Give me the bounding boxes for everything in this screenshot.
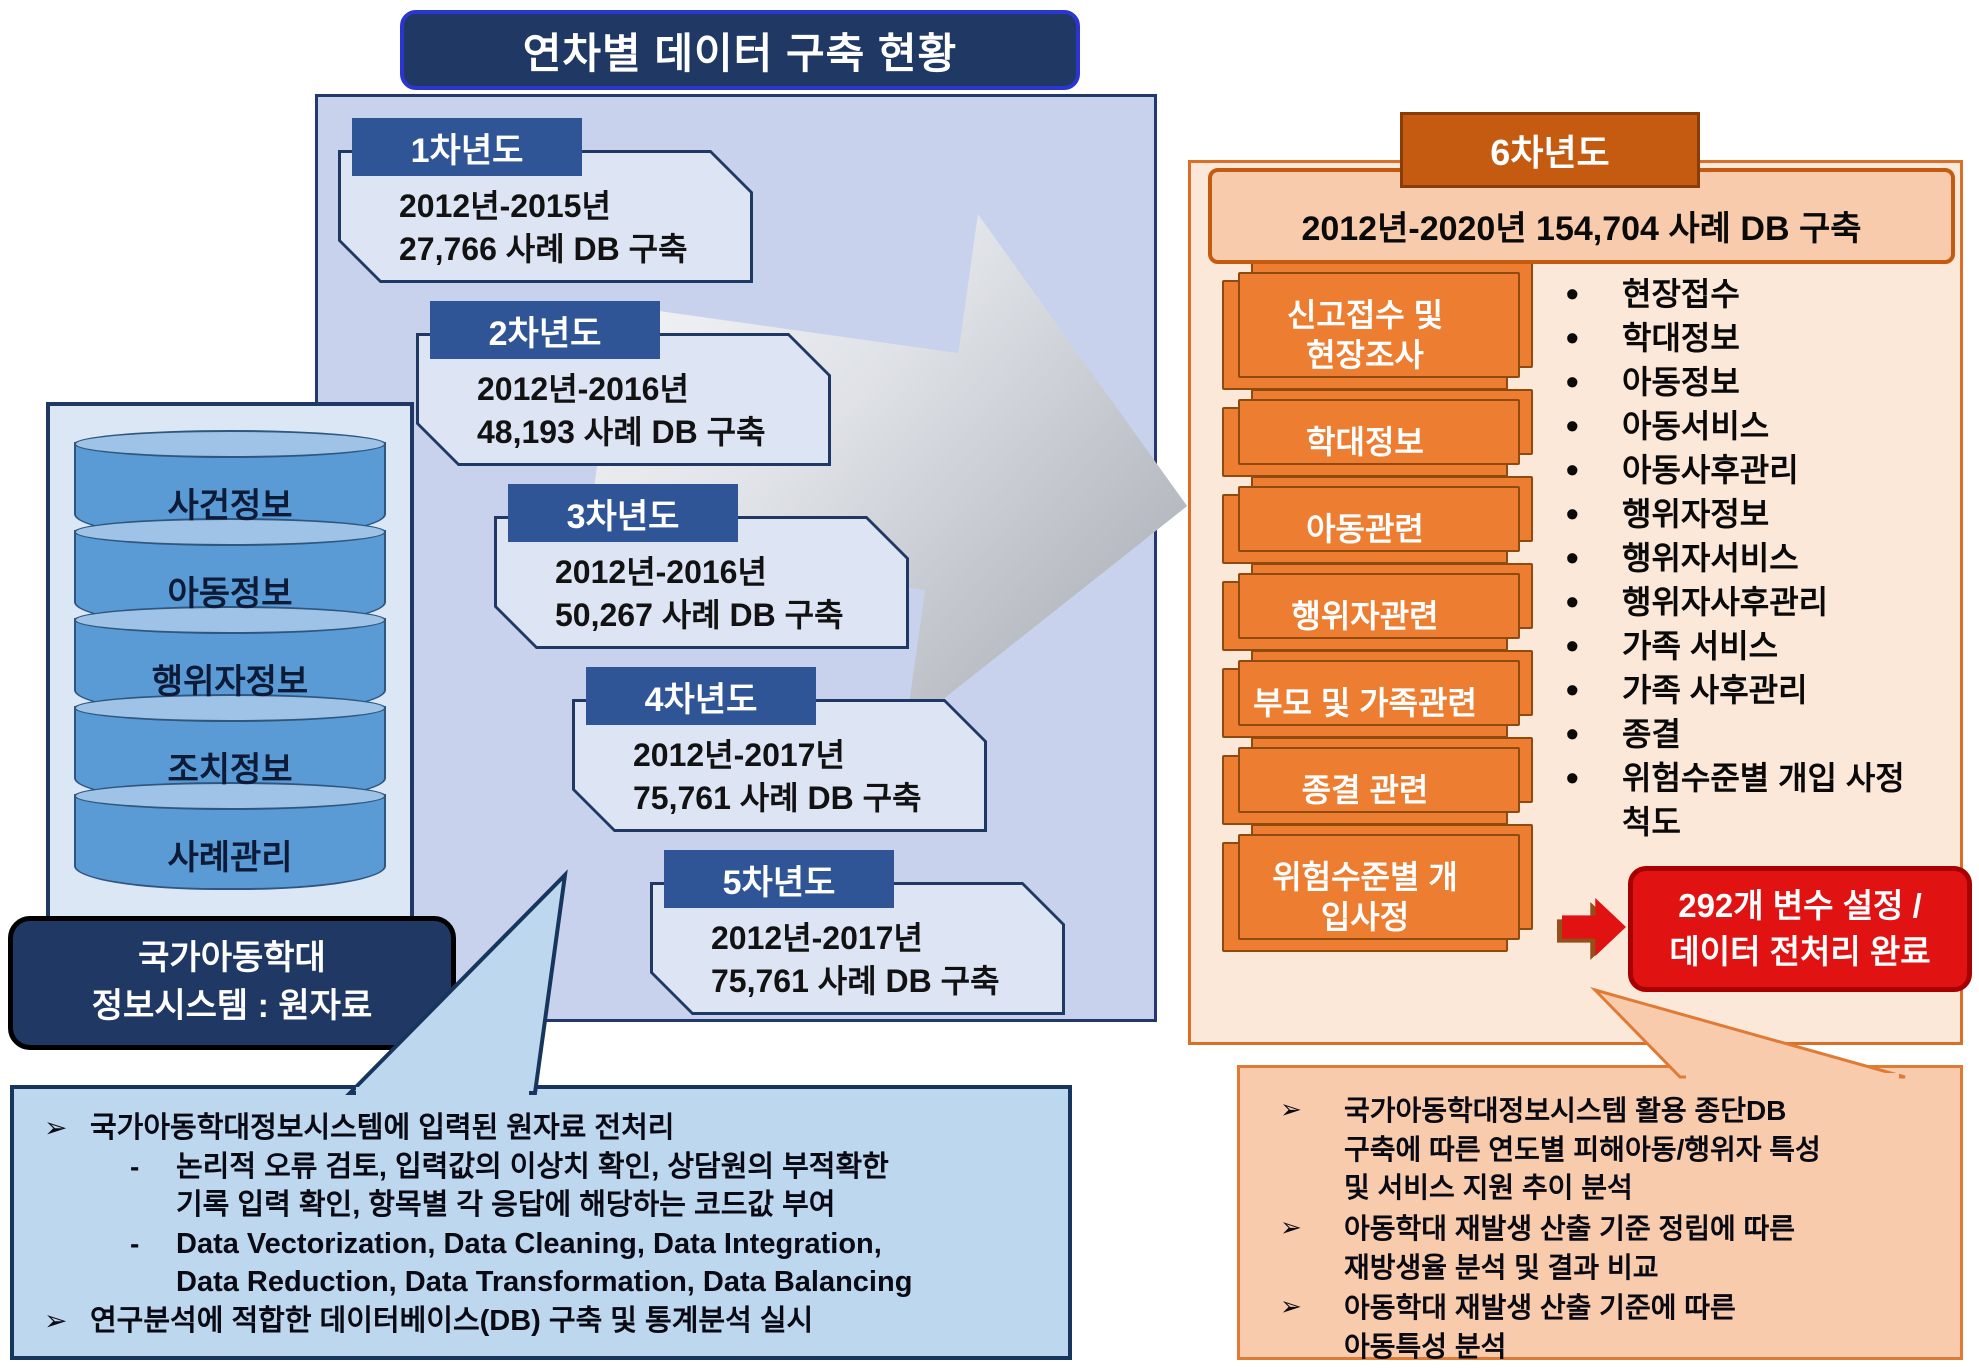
database-cylinder-label: 아동정보 bbox=[167, 575, 293, 613]
database-cylinder-top bbox=[74, 606, 386, 634]
year-label: 3차년도 bbox=[508, 484, 738, 542]
bullet-marker: ➢ bbox=[1280, 1211, 1302, 1242]
database-cylinder-icon: 사례관리 bbox=[74, 782, 386, 890]
note-line: ➢ 국가아동학대정보시스템 활용 종단DB 구축에 따른 연도별 피해아동/행위… bbox=[1280, 1092, 1946, 1208]
year-result: 75,761 사례 DB 구축 bbox=[633, 780, 922, 817]
year-period: 2012년-2016년 bbox=[477, 371, 689, 407]
note-text: Data Vectorization, Data Cleaning, Data … bbox=[176, 1227, 913, 1299]
analysis-note: ➢ 국가아동학대정보시스템 활용 종단DB 구축에 따른 연도별 피해아동/행위… bbox=[1237, 1065, 1963, 1362]
database-cylinder-icon: 사건정보 bbox=[74, 430, 386, 538]
year-box: 2차년도 2012년-2016년 48,193 사례 DB 구축 bbox=[416, 301, 836, 469]
note-line: ➢ 국가아동학대정보시스템에 입력된 원자료 전처리 bbox=[44, 1109, 1050, 1148]
field-list-item: 아동서비스 bbox=[1562, 404, 1914, 448]
database-cylinder-top bbox=[74, 430, 386, 458]
year-box: 3차년도 2012년-2016년 50,267 사례 DB 구축 bbox=[494, 484, 914, 652]
source-system-callout: 국가아동학대 정보시스템 : 원자료 bbox=[8, 916, 456, 1050]
year-period: 2012년-2017년 bbox=[711, 920, 923, 956]
bullet-marker: - bbox=[130, 1227, 140, 1259]
database-cylinder-icon: 아동정보 bbox=[74, 518, 386, 626]
red-arrow-icon bbox=[1562, 898, 1626, 956]
source-system-caption: 국가아동학대 정보시스템 : 원자료 bbox=[91, 939, 373, 1025]
field-list-item: 행위자서비스 bbox=[1562, 536, 1914, 580]
year6-label: 6차년도 bbox=[1400, 112, 1700, 188]
field-list-item: 현장접수 bbox=[1562, 272, 1914, 316]
note-line: - Data Vectorization, Data Cleaning, Dat… bbox=[130, 1225, 1050, 1302]
note-text: 아동학대 재발생 산출 기준에 따른 아동특성 분석 bbox=[1344, 1292, 1736, 1362]
page-title: 연차별 데이터 구축 현황 bbox=[400, 10, 1080, 90]
bullet-marker: ➢ bbox=[44, 1304, 68, 1336]
module-card: 신고접수 및 현장조사 bbox=[1222, 280, 1508, 390]
year-label: 1차년도 bbox=[352, 118, 582, 176]
note-text: 논리적 오류 검토, 입력값의 이상치 확인, 상담원의 부적확한 기록 입력 … bbox=[176, 1150, 889, 1222]
year-period: 2012년-2017년 bbox=[633, 737, 845, 773]
database-cylinder-label: 조치정보 bbox=[167, 751, 293, 789]
note-text: 국가아동학대정보시스템 활용 종단DB 구축에 따른 연도별 피해아동/행위자 … bbox=[1344, 1095, 1821, 1204]
year-result: 27,766 사례 DB 구축 bbox=[399, 231, 688, 268]
field-list-item: 행위자사후관리 bbox=[1562, 580, 1914, 624]
field-list-item: 가족 사후관리 bbox=[1562, 668, 1914, 712]
bullet-marker: - bbox=[130, 1150, 140, 1182]
year-period: 2012년-2016년 bbox=[555, 554, 767, 590]
module-card: 위험수준별 개 입사정 bbox=[1222, 842, 1508, 952]
module-card: 종결 관련 bbox=[1222, 755, 1508, 825]
field-list-item: 가족 서비스 bbox=[1562, 624, 1914, 668]
field-list-item: 학대정보 bbox=[1562, 316, 1914, 360]
module-card: 학대정보 bbox=[1222, 407, 1508, 477]
variables-highlight: 292개 변수 설정 / 데이터 전처리 완료 bbox=[1628, 866, 1972, 992]
database-stack: 사건정보 아동정보 행위자정보 조치정보 bbox=[50, 406, 410, 890]
bullet-marker: ➢ bbox=[1280, 1094, 1302, 1124]
source-db-panel: 사건정보 아동정보 행위자정보 조치정보 bbox=[46, 402, 414, 998]
preprocess-note: ➢ 국가아동학대정보시스템에 입력된 원자료 전처리 - 논리적 오류 검토, … bbox=[10, 1085, 1072, 1360]
field-list: 현장접수 학대정보 아동정보 아동서비스 아동사후관리 행위자정보 행위자서비스… bbox=[1562, 272, 1914, 844]
note-line: ➢ 아동학대 재발생 산출 기준 정립에 따른 재방생율 분석 및 결과 비교 bbox=[1280, 1210, 1946, 1287]
field-list-item: 아동정보 bbox=[1562, 360, 1914, 404]
note-text: 아동학대 재발생 산출 기준 정립에 따른 재방생율 분석 및 결과 비교 bbox=[1344, 1212, 1796, 1283]
year-result: 75,761 사례 DB 구축 bbox=[711, 963, 1000, 1000]
variables-highlight-text: 292개 변수 설정 / 데이터 전처리 완료 bbox=[1669, 886, 1931, 970]
year-label: 4차년도 bbox=[586, 667, 816, 725]
note-text: 국가아동학대정보시스템에 입력된 원자료 전처리 bbox=[90, 1112, 675, 1144]
year-label: 2차년도 bbox=[430, 301, 660, 359]
field-list-item: 위험수준별 개입 사정척도 bbox=[1562, 756, 1914, 844]
database-cylinder-top bbox=[74, 694, 386, 722]
database-cylinder-icon: 행위자정보 bbox=[74, 606, 386, 714]
bullet-marker: ➢ bbox=[44, 1112, 68, 1143]
year-box: 5차년도 2012년-2017년 75,761 사례 DB 구축 bbox=[650, 850, 1070, 1018]
module-card: 아동관련 bbox=[1222, 494, 1508, 564]
year-result: 50,267 사례 DB 구축 bbox=[555, 597, 844, 634]
database-cylinder-label: 사건정보 bbox=[167, 487, 293, 525]
note-text: 연구분석에 적합한 데이터베이스(DB) 구축 및 통계분석 실시 bbox=[90, 1304, 814, 1337]
module-card: 부모 및 가족관련 bbox=[1222, 668, 1508, 738]
year-box: 4차년도 2012년-2017년 75,761 사례 DB 구축 bbox=[572, 667, 992, 835]
database-cylinder-icon: 조치정보 bbox=[74, 694, 386, 802]
year-box: 1차년도 2012년-2015년 27,766 사례 DB 구축 bbox=[338, 118, 758, 286]
right-note-tail bbox=[1590, 987, 1906, 1087]
page-title-text: 연차별 데이터 구축 현황 bbox=[522, 29, 958, 77]
left-note-tail bbox=[345, 869, 568, 1103]
note-line: ➢ 연구분석에 적합한 데이터베이스(DB) 구축 및 통계분석 실시 bbox=[44, 1302, 1050, 1341]
year-label: 5차년도 bbox=[664, 850, 894, 908]
database-cylinder-top bbox=[74, 518, 386, 546]
database-cylinder-label: 사례관리 bbox=[167, 839, 293, 877]
note-line: ➢ 아동학대 재발생 산출 기준에 따른 아동특성 분석 bbox=[1280, 1289, 1946, 1366]
bullet-marker: ➢ bbox=[1280, 1291, 1302, 1322]
field-list-item: 아동사후관리 bbox=[1562, 448, 1914, 492]
module-card: 행위자관련 bbox=[1222, 581, 1508, 651]
note-line: - 논리적 오류 검토, 입력값의 이상치 확인, 상담원의 부적확한 기록 입… bbox=[130, 1148, 1050, 1225]
field-list-item: 행위자정보 bbox=[1562, 492, 1914, 536]
year-period: 2012년-2015년 bbox=[399, 188, 611, 224]
database-cylinder-top bbox=[74, 782, 386, 810]
field-list-item: 종결 bbox=[1562, 712, 1914, 756]
database-cylinder-label: 행위자정보 bbox=[151, 663, 309, 701]
module-stack: 신고접수 및 현장조사 학대정보 아동관련 행위자관련 부모 및 가족관련 종결… bbox=[1222, 280, 1508, 952]
year-result: 48,193 사례 DB 구축 bbox=[477, 414, 766, 451]
